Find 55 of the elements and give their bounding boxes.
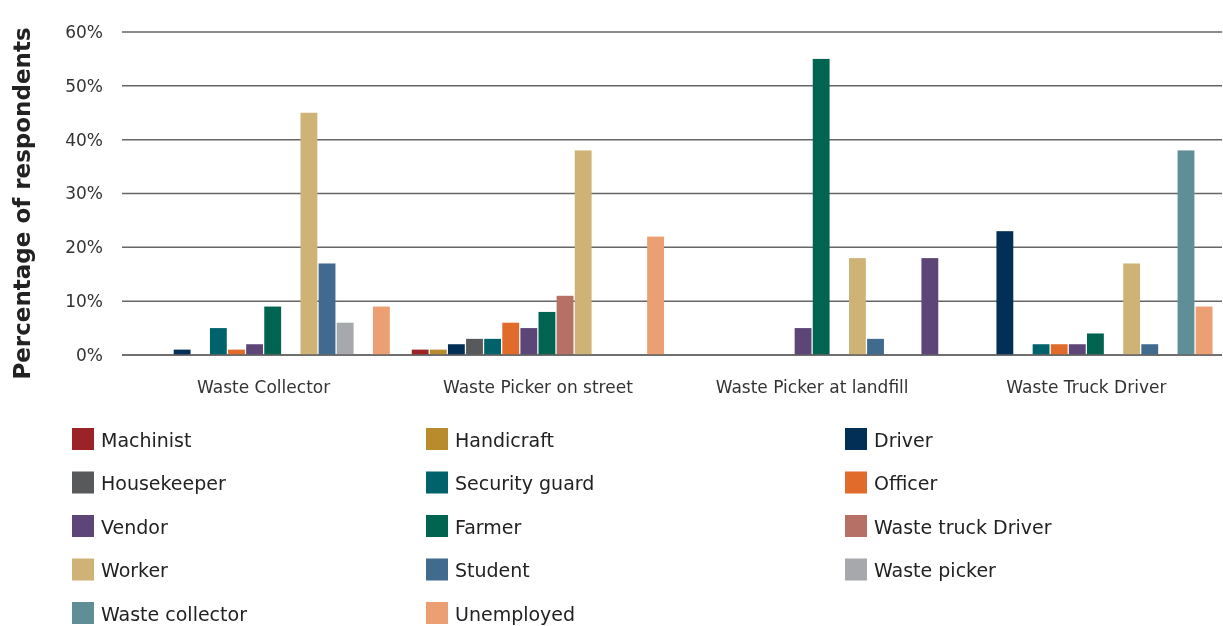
legend-label: Waste picker (874, 559, 997, 582)
legend-label: Security guard (455, 472, 595, 495)
bar (209, 328, 227, 355)
bar (300, 112, 318, 355)
legend-label: Student (455, 559, 530, 582)
bar (336, 322, 354, 355)
bar (538, 311, 556, 355)
x-tick-label: Waste Truck Driver (1006, 377, 1167, 397)
legend-label: Housekeeper (101, 472, 226, 495)
bar (556, 295, 574, 355)
bar (1195, 306, 1213, 355)
bar (1177, 150, 1195, 355)
bar (1141, 344, 1159, 355)
y-axis-title: Percentage of respondents (9, 27, 35, 380)
legend-label: Driver (874, 428, 933, 451)
bar (1087, 333, 1104, 355)
bar (484, 338, 502, 355)
bar (574, 150, 592, 355)
bar (647, 236, 665, 355)
legend-label: Unemployed (455, 602, 576, 625)
x-tick-label: Waste Collector (197, 377, 331, 397)
y-tick-label: 10% (65, 291, 103, 312)
legend-label: Machinist (101, 428, 192, 451)
bar (447, 344, 465, 355)
y-tick-label: 40% (65, 129, 103, 150)
legend-label: Handicraft (455, 428, 555, 451)
bar (264, 306, 282, 355)
bar (812, 58, 830, 355)
legend-label: Waste truck Driver (874, 515, 1052, 538)
bar (1068, 344, 1086, 355)
bar (1050, 344, 1068, 355)
bar (318, 263, 336, 355)
bar (502, 322, 520, 355)
bar (1123, 263, 1141, 355)
y-tick-label: 50% (65, 75, 103, 96)
bar (466, 338, 483, 355)
y-tick-label: 30% (65, 183, 103, 204)
y-tick-label: 0% (76, 344, 103, 365)
bar (848, 258, 866, 355)
bar (996, 231, 1014, 355)
x-tick-label: Waste Picker at landfill (715, 377, 909, 397)
legend-label: Farmer (455, 515, 522, 538)
bar (246, 344, 263, 355)
legend-label: Waste collector (101, 602, 248, 625)
bar (1032, 344, 1050, 355)
y-tick-label: 60% (65, 21, 103, 42)
bar (372, 306, 390, 355)
y-tick-label: 20% (65, 237, 103, 258)
bar (520, 328, 538, 355)
legend-label: Vendor (101, 515, 168, 538)
legend-label: Officer (874, 472, 938, 495)
legend-label: Worker (101, 559, 169, 582)
x-tick-label: Waste Picker on street (442, 377, 634, 397)
bar (867, 338, 884, 355)
bar (794, 328, 812, 355)
